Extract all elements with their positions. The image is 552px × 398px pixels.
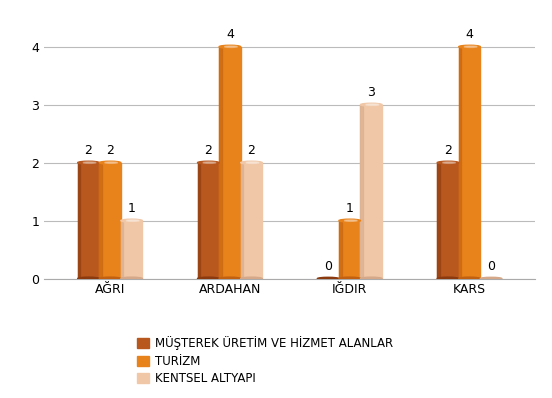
Ellipse shape	[219, 277, 241, 280]
Ellipse shape	[246, 162, 259, 164]
Text: 2: 2	[247, 144, 256, 156]
Bar	[459, 47, 480, 279]
Text: 2: 2	[204, 144, 213, 156]
Bar	[437, 163, 459, 279]
Ellipse shape	[443, 162, 455, 164]
Ellipse shape	[360, 277, 382, 280]
Ellipse shape	[360, 103, 382, 106]
Ellipse shape	[339, 219, 360, 222]
Ellipse shape	[219, 45, 241, 48]
Text: 0: 0	[487, 259, 495, 273]
Bar	[121, 220, 124, 279]
Bar	[121, 220, 142, 279]
Bar	[198, 163, 200, 279]
Ellipse shape	[83, 162, 96, 164]
Text: 1: 1	[128, 201, 136, 215]
Bar	[459, 47, 461, 279]
Bar	[198, 163, 219, 279]
Bar	[219, 47, 222, 279]
Text: 3: 3	[367, 86, 375, 99]
Ellipse shape	[105, 162, 118, 164]
Bar	[99, 163, 102, 279]
Text: 2: 2	[444, 144, 452, 156]
Ellipse shape	[437, 277, 459, 280]
Ellipse shape	[121, 219, 142, 222]
Bar	[78, 163, 80, 279]
Ellipse shape	[126, 220, 139, 221]
Bar	[437, 163, 440, 279]
Text: 4: 4	[465, 27, 474, 41]
Bar	[339, 220, 360, 279]
Ellipse shape	[78, 277, 99, 280]
Bar	[360, 105, 382, 279]
Ellipse shape	[241, 277, 262, 280]
Ellipse shape	[198, 161, 219, 164]
Ellipse shape	[198, 277, 219, 280]
Bar	[78, 163, 99, 279]
Ellipse shape	[78, 161, 99, 164]
Ellipse shape	[464, 46, 477, 47]
Ellipse shape	[366, 104, 379, 105]
Ellipse shape	[339, 277, 360, 280]
Text: 1: 1	[346, 201, 354, 215]
Text: 0: 0	[324, 259, 332, 273]
Text: 2: 2	[106, 144, 114, 156]
Bar	[339, 220, 342, 279]
Bar	[241, 163, 243, 279]
Ellipse shape	[241, 161, 262, 164]
Ellipse shape	[121, 277, 142, 280]
Bar	[99, 163, 121, 279]
Ellipse shape	[459, 277, 480, 280]
Ellipse shape	[225, 46, 237, 47]
Legend: MÜŞTEREK ÜRETİM VE HİZMET ALANLAR, TURİZM, KENTSEL ALTYAPI: MÜŞTEREK ÜRETİM VE HİZMET ALANLAR, TURİZ…	[134, 332, 397, 389]
Ellipse shape	[317, 277, 339, 280]
Text: 4: 4	[226, 27, 234, 41]
Ellipse shape	[459, 45, 480, 48]
Ellipse shape	[99, 277, 121, 280]
Bar	[360, 105, 363, 279]
Ellipse shape	[203, 162, 216, 164]
Ellipse shape	[480, 277, 502, 280]
Bar	[219, 47, 241, 279]
Ellipse shape	[99, 161, 121, 164]
Bar	[241, 163, 262, 279]
Ellipse shape	[344, 220, 357, 221]
Ellipse shape	[437, 161, 459, 164]
Text: 2: 2	[84, 144, 92, 156]
